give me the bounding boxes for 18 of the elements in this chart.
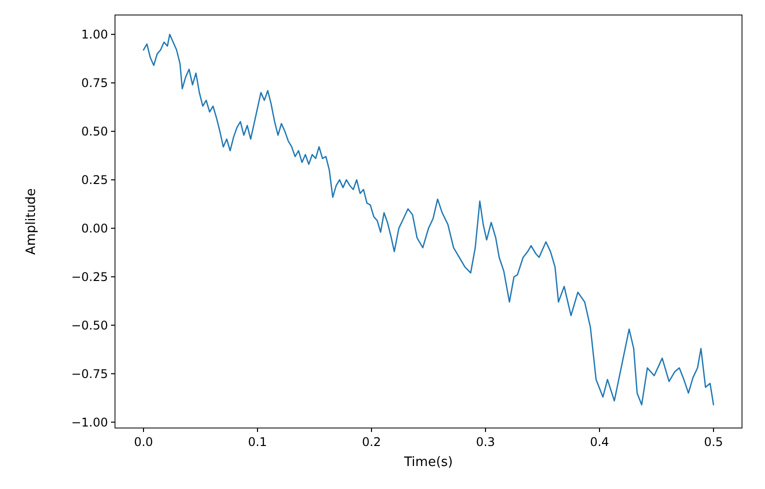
x-tick-label: 0.3 — [476, 435, 496, 449]
y-tick-label: 0.00 — [81, 221, 108, 236]
y-axis-title: Amplitude — [24, 188, 39, 255]
y-tick-label: 0.25 — [81, 173, 108, 188]
y-tick-label: −0.50 — [71, 318, 108, 332]
x-axis-title: Time(s) — [403, 455, 453, 470]
y-tick-label: 1.00 — [81, 28, 108, 42]
y-tick-label: 0.75 — [81, 76, 108, 90]
x-tick-label: 0.5 — [704, 435, 724, 449]
y-tick-label: −0.25 — [71, 270, 108, 284]
y-tick-label: 0.50 — [81, 124, 108, 139]
x-tick-label: 0.4 — [590, 435, 610, 449]
line-series — [142, 34, 714, 406]
y-tick-label: −0.75 — [71, 366, 108, 381]
x-tick-label: 0.1 — [248, 435, 268, 449]
y-tick-label: −1.00 — [71, 415, 108, 430]
x-tick-label: 0.0 — [134, 435, 154, 449]
x-tick-label: 0.2 — [362, 435, 382, 449]
